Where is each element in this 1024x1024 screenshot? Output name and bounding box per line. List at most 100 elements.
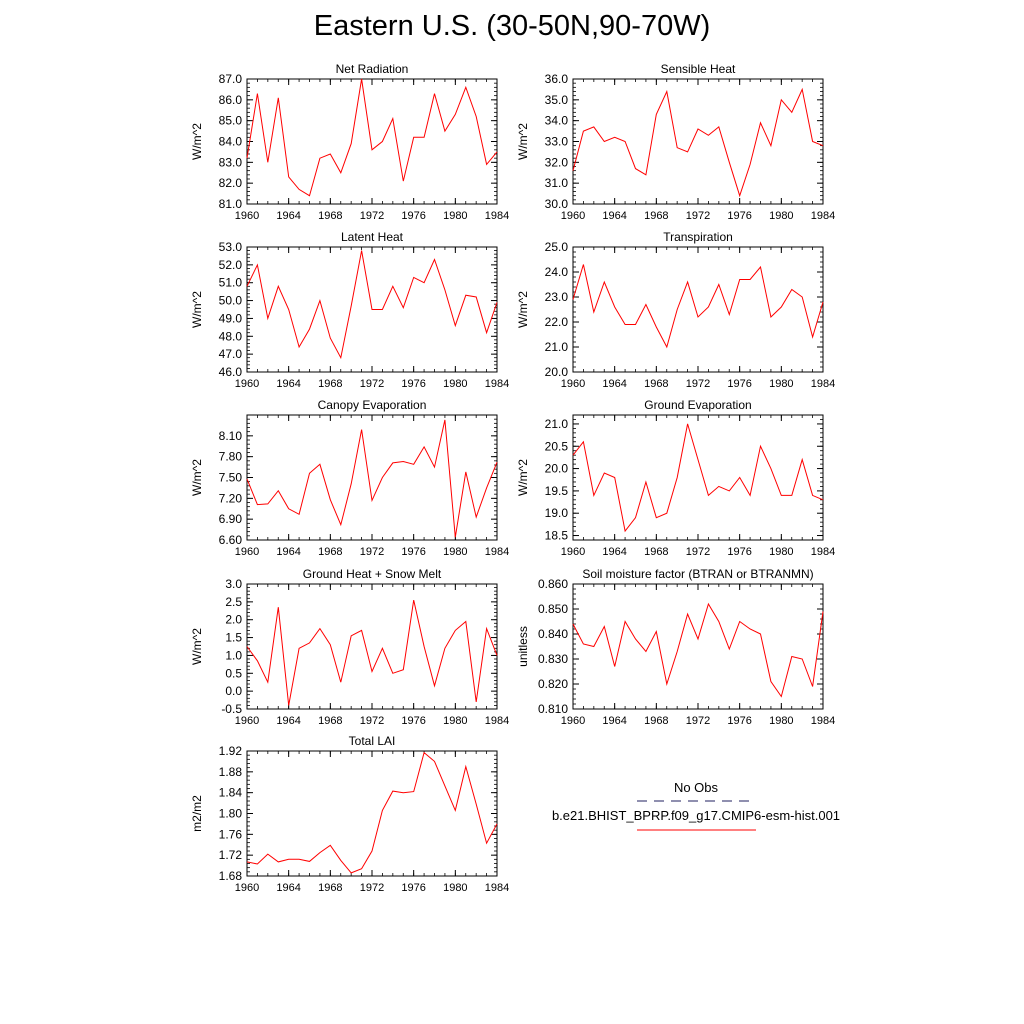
y-tick-label: 7.20 [219,491,243,505]
y-tick-label: 81.0 [219,197,243,211]
x-tick-label: 1980 [769,546,793,558]
legend-label-obs: No Obs [674,780,719,795]
x-tick-label: 1984 [485,546,509,558]
y-tick-label: 36.0 [545,72,569,86]
y-tick-label: 83.0 [219,155,243,169]
chart-panel-6: Ground Evaporation W/m^2 18.5 19.0 19.5 20.0 2… [516,398,835,558]
x-tick-label: 1972 [686,715,710,727]
x-tick-label: 1980 [443,210,467,222]
y-tick-label: 87.0 [219,72,243,86]
y-tick-label: 0.0 [225,684,242,698]
y-tick-label: 1.76 [219,827,243,841]
panel-title: Latent Heat [341,230,404,244]
y-tick-label: 0.820 [538,677,568,691]
x-tick-label: 1980 [443,546,467,558]
x-tick-label: 1964 [276,210,300,222]
x-tick-label: 1980 [443,378,467,390]
x-tick-label: 1964 [602,378,626,390]
x-tick-label: 1960 [235,546,259,558]
y-tick-label: 50.0 [219,294,243,308]
y-tick-label: 35.0 [545,93,569,107]
x-tick-label: 1960 [235,715,259,727]
x-tick-label: 1960 [235,210,259,222]
y-axis-label: W/m^2 [516,123,530,160]
panel-title: Ground Heat + Snow Melt [303,567,442,581]
y-tick-label: 21.0 [545,340,569,354]
x-tick-label: 1980 [769,210,793,222]
x-tick-label: 1972 [686,378,710,390]
x-tick-label: 1964 [602,715,626,727]
y-axis-label: W/m^2 [516,459,530,496]
panel-title: Ground Evaporation [644,398,751,412]
x-tick-label: 1972 [686,546,710,558]
y-tick-label: 3.0 [225,577,242,591]
x-tick-label: 1984 [485,378,509,390]
series-line [246,751,498,874]
y-axis-label: m2/m2 [190,795,204,832]
x-tick-label: 1972 [360,546,384,558]
series-line [246,419,498,538]
y-tick-label: 0.840 [538,627,568,641]
y-tick-label: -0.5 [221,702,242,716]
x-tick-label: 1968 [318,378,342,390]
x-tick-label: 1960 [561,546,585,558]
y-tick-label: 47.0 [219,347,243,361]
y-tick-label: 31.0 [545,176,569,190]
y-tick-label: 19.0 [545,506,569,520]
chart-panel-3: Latent Heat W/m^2 46.0 47.0 48.0 49.0 50.0 51.0… [190,230,509,390]
plot-frame [246,750,498,877]
y-tick-label: 20.0 [545,365,569,379]
y-tick-label: 33.0 [545,135,569,149]
series-line [572,87,824,198]
y-tick-label: 23.0 [545,290,569,304]
x-tick-label: 1972 [360,882,384,894]
y-tick-label: 46.0 [219,365,243,379]
x-tick-label: 1984 [811,378,835,390]
y-axis-label: W/m^2 [190,459,204,496]
y-tick-label: 6.90 [219,512,243,526]
x-tick-label: 1972 [360,715,384,727]
y-tick-label: 18.5 [545,529,569,543]
y-tick-label: 0.850 [538,602,568,616]
x-tick-label: 1976 [727,378,751,390]
y-tick-label: 1.92 [219,744,243,758]
figure-title: Eastern U.S. (30-50N,90-70W) [313,10,711,42]
x-tick-label: 1984 [811,546,835,558]
y-axis-label: W/m^2 [190,628,204,665]
panel-title: Canopy Evaporation [318,398,427,412]
y-tick-label: 0.810 [538,702,568,716]
x-tick-label: 1960 [561,715,585,727]
y-tick-label: 85.0 [219,114,243,128]
y-tick-label: 1.88 [219,765,243,779]
x-tick-label: 1960 [235,882,259,894]
x-tick-label: 1960 [561,210,585,222]
x-tick-label: 1968 [644,715,668,727]
legend: No Obs b.e21.BHIST_BPRP.f09_g17.CMIP6-esm… [552,780,840,831]
x-tick-label: 1964 [602,210,626,222]
y-tick-label: 21.0 [545,417,569,431]
x-tick-label: 1976 [727,715,751,727]
y-axis-label: W/m^2 [516,291,530,328]
x-tick-label: 1984 [811,210,835,222]
x-tick-label: 1980 [443,882,467,894]
plot-frame [572,246,824,373]
x-tick-label: 1960 [235,378,259,390]
y-tick-label: 30.0 [545,197,569,211]
x-tick-label: 1968 [644,210,668,222]
y-tick-label: 24.0 [545,265,569,279]
y-tick-label: 2.0 [225,613,242,627]
x-tick-label: 1980 [769,378,793,390]
plot-frame [572,414,824,541]
series-line [572,602,824,698]
x-tick-label: 1976 [401,378,425,390]
y-tick-label: 25.0 [545,240,569,254]
y-tick-label: 53.0 [219,240,243,254]
x-tick-label: 1976 [727,546,751,558]
x-tick-label: 1980 [443,715,467,727]
panel-title: Sensible Heat [661,62,736,76]
y-tick-label: 0.860 [538,577,568,591]
x-tick-label: 1980 [769,715,793,727]
y-axis-label: W/m^2 [190,123,204,160]
x-tick-label: 1964 [276,546,300,558]
